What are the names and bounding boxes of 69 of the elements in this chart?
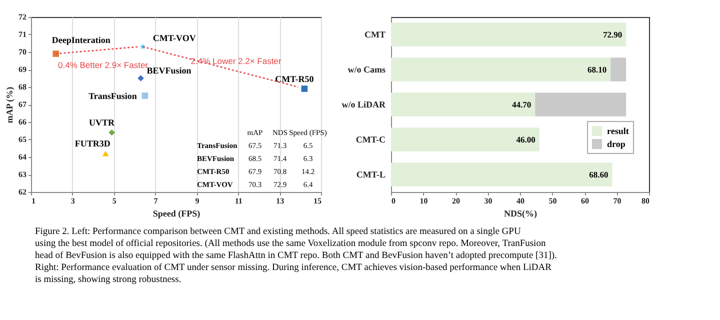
- series-label: TransFusion: [88, 90, 137, 101]
- data-label: 68.10: [587, 64, 607, 74]
- series-label: CMT-VOV: [152, 32, 196, 43]
- data-label: 72.90: [602, 30, 622, 40]
- x-tick-label: 40: [516, 196, 524, 206]
- y-tick-label: 69: [18, 65, 26, 74]
- y-tick-label: 68: [18, 82, 26, 92]
- y-tick-label: CMT-L: [356, 170, 386, 180]
- y-tick-label: 64: [18, 152, 26, 162]
- legend-label: drop: [607, 139, 626, 149]
- bar: [391, 92, 536, 116]
- x-tick-label: 60: [581, 196, 589, 206]
- x-tick-label: 5: [112, 196, 116, 206]
- y-tick-label: 72: [18, 12, 26, 22]
- x-tick-label: 15: [314, 196, 322, 206]
- x-tick-label: 70: [613, 196, 622, 206]
- point: [102, 150, 109, 156]
- y-tick-label: 66: [18, 118, 26, 126]
- bar: [535, 92, 626, 116]
- point: [138, 75, 144, 82]
- bar: [391, 128, 540, 152]
- text: head of BevFusion is also equipped with the same FlashAttn in CMT repo. Both CMT and BevFusion haven’t adopted precompute [31]).: [35, 251, 557, 261]
- point: [142, 92, 148, 99]
- x-tick-label: 9: [195, 196, 200, 206]
- x-tick-label: 20: [452, 196, 460, 206]
- legend-label: result: [607, 126, 629, 136]
- bar: [610, 58, 626, 82]
- series-label: CMT-R50: [275, 74, 314, 84]
- x-tick-label: 80: [642, 196, 650, 206]
- y-tick-label: w/o Cams: [348, 64, 386, 74]
- y-tick-label: CMT-C: [356, 134, 386, 144]
- y-tick-label: 67: [18, 100, 26, 109]
- data-label: 46.00: [516, 134, 536, 144]
- bar: [391, 162, 612, 186]
- series-label: BEVFusion: [146, 65, 192, 76]
- y-tick-label: 62: [18, 188, 26, 196]
- series-label: DeepInteration: [52, 34, 110, 45]
- caption: Figure 2. Left: Performance comparison between CMT and existing methods. All speed statistics are measured on a single GPU: [35, 227, 521, 237]
- y-tick-label: 70: [18, 48, 26, 56]
- x-axis-title: Speed (FPS): [152, 208, 200, 218]
- text: using the best model of official repositories. (All methods use the same Voxelization module from spconv repo. Moreover, TranFusion: [35, 239, 546, 249]
- y-tick-label: 65: [18, 135, 26, 144]
- series-label: FUTR3D: [74, 138, 111, 148]
- x-axis-title: NDS(%): [504, 208, 537, 218]
- x-tick-label: 10: [420, 196, 428, 206]
- x-tick-label: 13: [276, 196, 284, 206]
- text: is missing, showing strong robustness.: [35, 275, 182, 285]
- x-tick-label: 1: [32, 196, 36, 206]
- bar: [391, 58, 611, 82]
- series-label: UVTR: [89, 118, 116, 128]
- y-axis-title: mAP (%): [4, 86, 14, 124]
- x-tick-label: 0: [392, 196, 396, 206]
- y-tick-label: 63: [18, 170, 26, 179]
- x-tick-label: 11: [234, 196, 242, 206]
- x-tick-label: 7: [154, 196, 158, 206]
- data-label: 44.70: [512, 100, 532, 110]
- x-tick-label: 50: [548, 196, 557, 206]
- y-tick-label: 71: [18, 30, 26, 39]
- y-tick-label: CMT: [364, 30, 386, 40]
- point: [108, 129, 115, 136]
- bar: [391, 22, 626, 46]
- x-tick-label: 3: [70, 196, 75, 206]
- x-tick-label: 30: [484, 196, 492, 206]
- data-label: 68.60: [589, 170, 608, 180]
- point: [52, 50, 60, 57]
- point: [301, 86, 308, 92]
- annotation: 0.4% Better 2.9× Faster: [58, 60, 148, 70]
- y-tick-label: w/o LiDAR: [342, 100, 386, 110]
- text: Right: Performance evaluation of CMT under sensor missing. During inference, CMT achieves vision-based performance when LiDAR: [35, 263, 552, 273]
